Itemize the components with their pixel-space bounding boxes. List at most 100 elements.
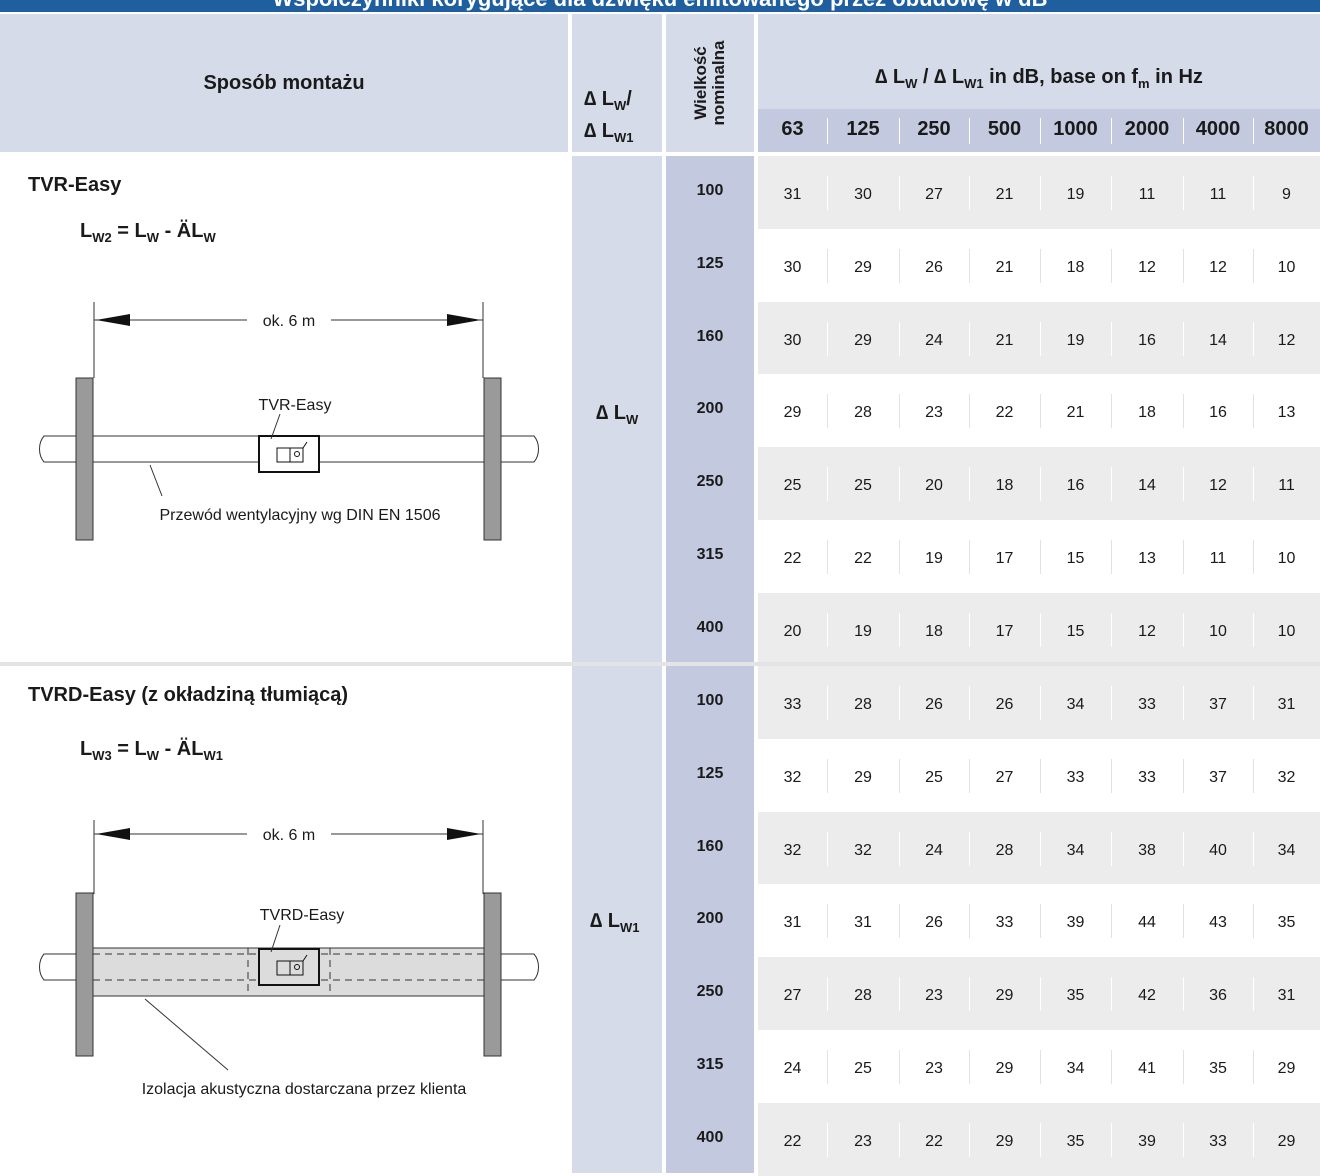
value-cell: 18 [1041,259,1111,279]
value-cell: 31 [1252,696,1320,716]
value-cell: 18 [970,477,1040,497]
column-separator [1253,686,1254,720]
value-cell: 38 [1112,842,1182,862]
value-cell: 33 [1183,1133,1253,1153]
column-separator [899,832,900,866]
value-cell: 12 [1112,623,1182,643]
column-separator [969,832,970,866]
value-cell: 33 [1112,696,1182,716]
column-separator [969,686,970,720]
value-cell: 23 [828,1133,898,1153]
column-separator [1183,686,1184,720]
arrow-right-icon [447,314,481,326]
size-cell: 400 [666,1129,754,1147]
value-cell: 33 [758,696,828,716]
value-cell: 16 [1183,404,1253,424]
distance-label: ok. 6 m [263,313,315,330]
page-title: Współczynniki korygujące dla dźwięku emi… [0,0,1320,12]
column-separator [899,686,900,720]
column-separator [1040,176,1041,210]
column-separator [969,1123,970,1157]
value-cell: 41 [1112,1060,1182,1080]
size-cell: 200 [666,400,754,418]
column-separator [1040,540,1041,574]
delta-header-bottom: ∆ LW1 [584,120,634,145]
value-cell: 34 [1252,842,1320,862]
value-cell: 31 [1252,987,1320,1007]
column-separator [899,176,900,210]
column-separator [1253,322,1254,356]
column-separator [969,540,970,574]
value-cell: 28 [970,842,1040,862]
header-column-separator [1040,118,1041,144]
column-separator [899,977,900,1011]
value-cell: 34 [1041,1060,1111,1080]
size-cell: 315 [666,1056,754,1074]
value-cell: 30 [758,332,828,352]
value-cell: 22 [758,1133,828,1153]
value-cell: 25 [758,477,828,497]
column-separator [1040,832,1041,866]
value-cell: 29 [970,987,1040,1007]
column-separator [1253,832,1254,866]
value-cell: 40 [1183,842,1253,862]
column-separator [1111,977,1112,1011]
column-separator [1111,540,1112,574]
value-cell: 29 [1252,1133,1320,1153]
value-cell: 16 [1112,332,1182,352]
value-cell: 11 [1183,186,1253,206]
value-cell: 34 [1041,842,1111,862]
section-2-panel: TVRD-Easy (z okładziną tłumiącą) LW3 = L… [0,666,568,1173]
mounting-header: Sposób montażu [0,72,568,95]
value-cell: 26 [899,259,969,279]
value-cell: 20 [758,623,828,643]
value-cell: 15 [1041,623,1111,643]
value-cell: 14 [1112,477,1182,497]
value-cell: 19 [1041,186,1111,206]
value-cell: 29 [970,1133,1040,1153]
value-cell: 36 [1183,987,1253,1007]
header-column-separator [1111,118,1112,144]
value-cell: 29 [1252,1060,1320,1080]
section-1-panel: TVR-Easy LW2 = LW - ÄLW ok. 6 m TVR-Easy… [0,156,568,662]
column-separator [899,1050,900,1084]
value-cell: 31 [828,914,898,934]
column-separator [1040,686,1041,720]
section-2-delta-label: ∆ LW1 [590,910,640,935]
value-cell: 18 [899,623,969,643]
size-cell: 125 [666,255,754,273]
frequency-header-125: 125 [827,118,899,141]
column-separator [827,1050,828,1084]
value-cell: 35 [1252,914,1320,934]
column-separator [1183,322,1184,356]
duct-note: Przewód wentylacyjny wg DIN EN 1506 [159,507,440,524]
arrow-left-icon [96,314,130,326]
column-separator [969,1050,970,1084]
value-cell: 44 [1112,914,1182,934]
column-separator [969,759,970,793]
column-separator [899,322,900,356]
column-separator [969,613,970,647]
header-column-separator [899,118,900,144]
column-separator [1253,176,1254,210]
column-separator [1111,394,1112,428]
column-separator [827,176,828,210]
value-cell: 24 [899,842,969,862]
value-cell: 10 [1252,623,1320,643]
column-separator [1253,613,1254,647]
column-separator [899,249,900,283]
column-separator [827,322,828,356]
value-cell: 21 [970,259,1040,279]
size-cell: 315 [666,546,754,564]
wall-left [76,378,93,540]
value-cell: 25 [828,1060,898,1080]
damper-box [259,949,319,985]
column-separator [1040,759,1041,793]
freq-header-title: ∆ LW / ∆ LW1 in dB, base on fm in Hz [758,66,1320,91]
arrow-left-icon [96,828,130,840]
column-separator [1183,1050,1184,1084]
column-separator [969,467,970,501]
size-cell: 160 [666,328,754,346]
value-cell: 28 [828,696,898,716]
value-cell: 17 [970,550,1040,570]
